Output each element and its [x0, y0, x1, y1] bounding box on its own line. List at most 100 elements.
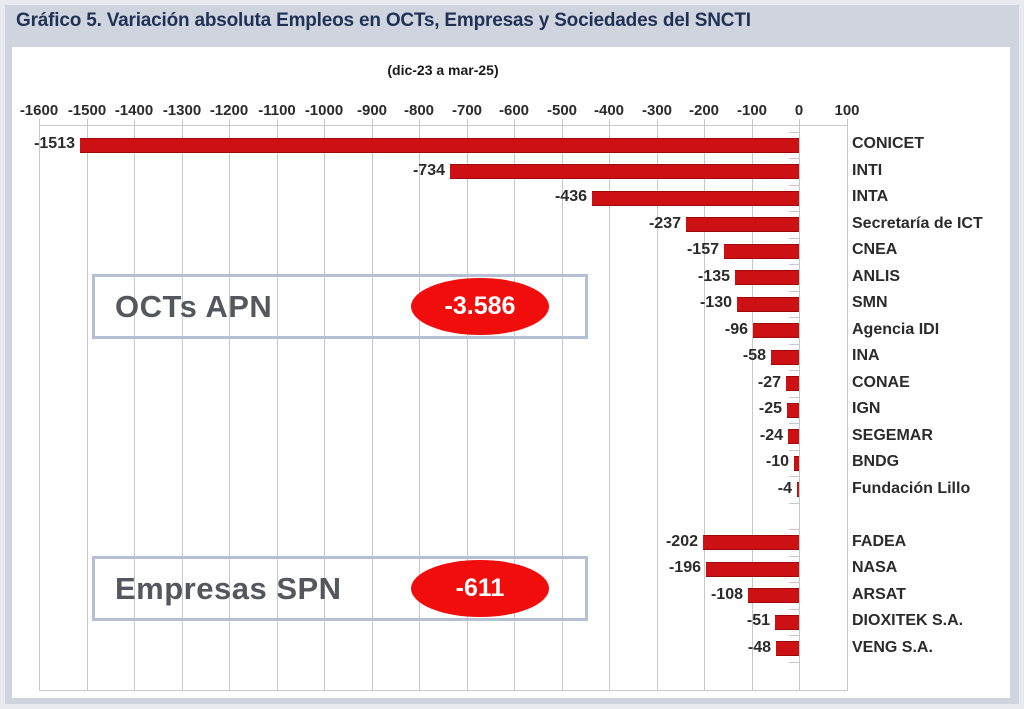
category-axis-tick	[789, 556, 799, 557]
total-ellipse-empresas-spn: -611	[411, 560, 549, 617]
gridline	[609, 119, 610, 690]
bar-conicet	[80, 138, 799, 153]
bar-value-label-conae: -27	[757, 374, 781, 391]
plot-frame	[39, 125, 848, 691]
bar-inti	[450, 164, 799, 179]
bar-nasa	[706, 562, 799, 577]
x-axis-tick-label: -500	[546, 102, 578, 119]
x-axis-tick-label: -1600	[19, 102, 59, 119]
bar-category-label-inta: INTA	[852, 188, 889, 205]
bar-category-label-smn: SMN	[852, 294, 888, 311]
bar-value-label-agencia-idi: -96	[724, 321, 748, 338]
gridline	[799, 119, 800, 690]
bar-value-label-ign: -25	[758, 400, 782, 417]
chart-subtitle: (dic-23 a mar-25)	[387, 62, 499, 78]
gridline	[229, 119, 230, 690]
x-axis-tick-label: 100	[834, 102, 860, 119]
bar-inta	[592, 191, 799, 206]
bar-ina	[771, 350, 799, 365]
gridline	[467, 119, 468, 690]
bar-category-label-agencia-idi: Agencia IDI	[852, 321, 940, 338]
bar-category-label-dioxitek-s-a: DIOXITEK S.A.	[852, 612, 964, 629]
x-axis-tick-label: -1400	[114, 102, 154, 119]
category-axis-tick	[789, 291, 799, 292]
gridline	[419, 119, 420, 690]
bar-fadea	[703, 535, 799, 550]
bar-bndg	[794, 456, 799, 471]
bar-category-label-secretar-a-de-ict: Secretaría de ICT	[852, 215, 983, 232]
x-axis-tick-label: -600	[498, 102, 530, 119]
bar-segemar	[788, 429, 799, 444]
x-axis-tick-label: 0	[794, 102, 804, 119]
gridline	[704, 119, 705, 690]
x-axis-tick-label: -1500	[67, 102, 107, 119]
gridline	[372, 119, 373, 690]
bar-category-label-arsat: ARSAT	[852, 586, 906, 603]
bar-veng-s-a	[776, 641, 799, 656]
x-axis-tick-label: -1100	[258, 102, 296, 119]
x-axis-tick-label: -400	[593, 102, 625, 119]
bar-smn	[737, 297, 799, 312]
category-axis-tick	[789, 264, 799, 265]
bar-value-label-arsat: -108	[710, 586, 743, 603]
bar-value-label-segemar: -24	[759, 427, 783, 444]
gridline	[134, 119, 135, 690]
category-axis-tick	[789, 529, 799, 530]
bar-category-label-bndg: BNDG	[852, 453, 900, 470]
x-axis-tick-label: -100	[736, 102, 768, 119]
bar-value-label-dioxitek-s-a: -51	[746, 612, 770, 629]
gridline	[277, 119, 278, 690]
bar-value-label-bndg: -10	[765, 453, 789, 470]
page-title: Gráfico 5. Variación absoluta Empleos en…	[16, 10, 751, 31]
category-axis-tick	[789, 132, 799, 133]
bar-value-label-fundaci-n-lillo: -4	[777, 480, 792, 497]
x-axis-tick-label: -800	[403, 102, 435, 119]
bar-category-label-fundaci-n-lillo: Fundación Lillo	[852, 480, 971, 497]
category-axis-tick	[789, 211, 799, 212]
x-axis-tick-label: -1300	[162, 102, 202, 119]
bar-value-label-anlis: -135	[697, 268, 730, 285]
bar-category-label-conicet: CONICET	[852, 135, 924, 152]
category-axis-tick	[789, 450, 799, 451]
bar-value-label-cnea: -157	[686, 241, 719, 258]
x-axis-tick-label: -200	[688, 102, 720, 119]
gridline	[87, 119, 88, 690]
bar-category-label-nasa: NASA	[852, 559, 898, 576]
bar-value-label-secretar-a-de-ict: -237	[648, 215, 681, 232]
category-axis-tick	[789, 317, 799, 318]
category-axis-tick	[789, 423, 799, 424]
bar-conae	[786, 376, 799, 391]
bar-category-label-conae: CONAE	[852, 374, 910, 391]
category-axis-tick	[789, 635, 799, 636]
category-axis-tick	[789, 370, 799, 371]
category-axis-tick	[789, 238, 799, 239]
x-axis-tick-label: -300	[641, 102, 673, 119]
bar-cnea	[724, 244, 799, 259]
category-axis-tick	[789, 185, 799, 186]
bar-category-label-cnea: CNEA	[852, 241, 898, 258]
gridline	[324, 119, 325, 690]
bar-ign	[787, 403, 799, 418]
bar-category-label-inti: INTI	[852, 162, 883, 179]
total-ellipse-octs-apn: -3.586	[411, 278, 549, 335]
bar-anlis	[735, 270, 799, 285]
category-axis-tick	[789, 344, 799, 345]
bar-dioxitek-s-a	[775, 615, 799, 630]
callout-label-octs-apn: OCTs APN	[115, 288, 273, 324]
bar-fundaci-n-lillo	[797, 482, 799, 497]
bar-value-label-inti: -734	[412, 162, 445, 179]
bar-category-label-veng-s-a: VENG S.A.	[852, 639, 933, 656]
bar-agencia-idi	[753, 323, 799, 338]
category-axis-tick	[789, 503, 799, 504]
bar-value-label-nasa: -196	[668, 559, 701, 576]
x-axis-tick-label: -1200	[209, 102, 249, 119]
gridline	[514, 119, 515, 690]
category-axis-tick	[789, 476, 799, 477]
bar-value-label-ina: -58	[742, 347, 766, 364]
gridline	[752, 119, 753, 690]
gridline	[182, 119, 183, 690]
callout-octs-apn: OCTs APN -3.586	[92, 274, 588, 339]
chart-panel: (dic-23 a mar-25) OCTs APN -3.586 Empres…	[12, 47, 1010, 698]
category-axis-tick	[789, 397, 799, 398]
category-axis-tick	[789, 662, 799, 663]
